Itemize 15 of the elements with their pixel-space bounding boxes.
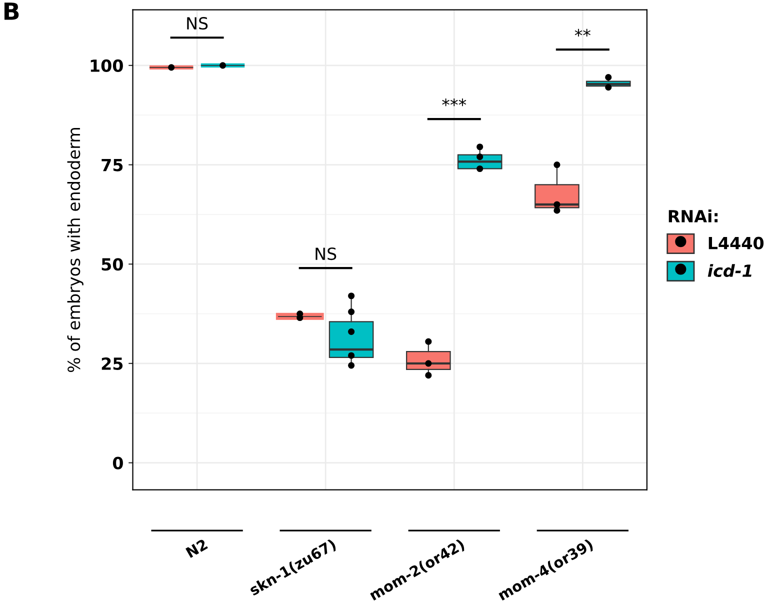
- y-axis-title: % of embryos with endoderm: [67, 128, 84, 372]
- x-tick-label: N2: [185, 538, 208, 558]
- annotation: ***: [442, 98, 466, 106]
- y-tick-label: 50: [102, 258, 123, 271]
- annotation: NS: [187, 17, 208, 30]
- text: B: [4, 2, 19, 20]
- annotation: **: [574, 28, 591, 37]
- y-tick-label: 0: [112, 456, 123, 470]
- annotation: NS: [316, 247, 336, 260]
- y-tick-label: 25: [102, 357, 123, 370]
- y-tick-label: 100: [90, 59, 123, 72]
- y-tick-label: 75: [102, 158, 123, 172]
- legend-label: icd-1: [708, 264, 752, 277]
- legend-label: L4440: [708, 236, 764, 250]
- legend-title: RNAi:: [668, 210, 718, 222]
